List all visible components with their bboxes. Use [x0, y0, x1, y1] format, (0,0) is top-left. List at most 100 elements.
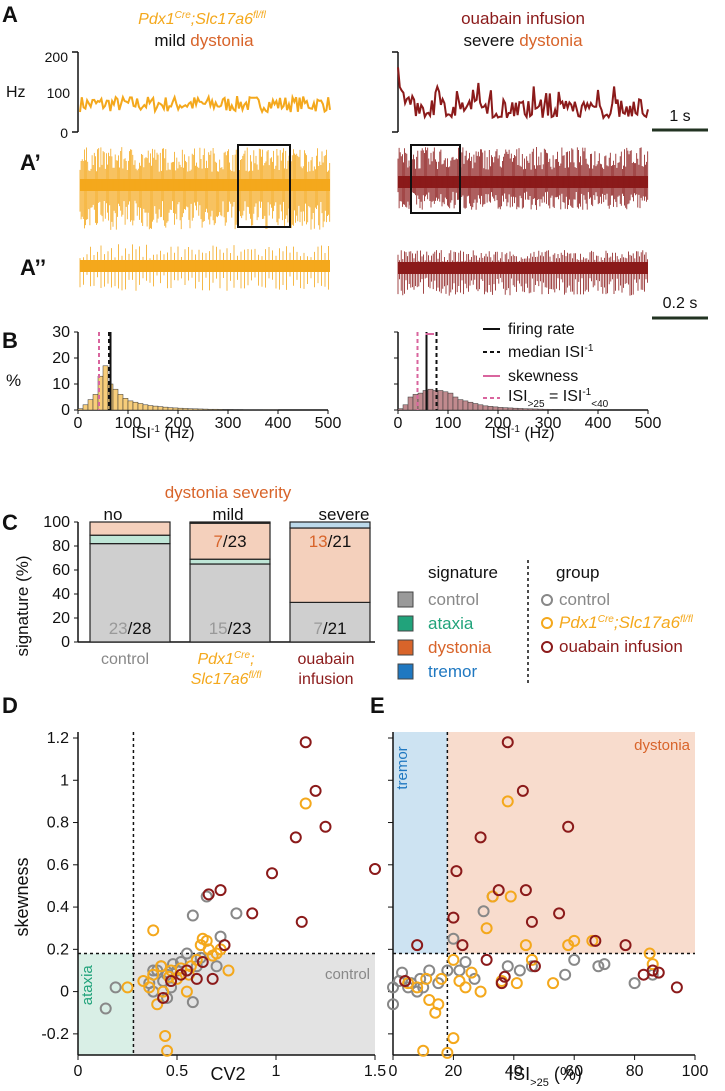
hist-severe-bar: [547, 409, 554, 411]
d-control-label: control: [325, 966, 370, 983]
hist-severe-bar: [552, 409, 559, 411]
e-point-severe: [562, 820, 575, 833]
zoom-box-mild: [237, 144, 291, 228]
e-xlabel: ISI>25 (%): [508, 1064, 582, 1089]
d-point-severe: [214, 884, 227, 897]
c-ytick-label: 40: [52, 586, 70, 603]
hist-mild-bar: [212, 408, 219, 411]
b-legend: firing rate median ISI-1 skewness ISI>25…: [483, 321, 609, 410]
d-point-mild: [299, 797, 312, 810]
e-xtick-label: 40: [505, 1063, 523, 1080]
hist-severe-bar: [452, 396, 459, 411]
hist-mild-bar: [102, 365, 109, 411]
hist-severe-xtick-label: 200: [485, 415, 512, 432]
d-point-severe: [295, 915, 308, 928]
zoom-box-severe: [410, 144, 461, 214]
raw-severe-long-spikes: [397, 147, 649, 210]
hist-mild-bar: [137, 403, 144, 411]
svg-text:tremor: tremor: [428, 662, 477, 681]
e-point-mild: [501, 795, 514, 808]
c-ytick-label: 80: [52, 538, 70, 555]
d-point-severe: [369, 863, 381, 876]
hist-severe-bar: [442, 391, 449, 411]
hist-mild-bar: [177, 407, 184, 411]
hist-severe-bar: [447, 392, 454, 411]
c-legend: signature control ataxia dystonia tremor…: [397, 560, 694, 684]
e-point-control: [559, 968, 572, 981]
hist-mild-bar: [77, 408, 84, 411]
raw-mild-long-spikes: [79, 147, 331, 230]
e-point-mild: [480, 922, 493, 935]
e-point-mild: [417, 1044, 430, 1057]
c-ytick-label: 20: [52, 610, 70, 627]
e-point-control: [592, 960, 605, 973]
e-point-control: [468, 972, 481, 985]
hist-severe-bar: [517, 408, 524, 411]
hist-severe-xtick-label: 300: [535, 415, 562, 432]
hist-severe-bar: [477, 404, 484, 411]
hist-mild-bar: [202, 408, 209, 411]
e-point-severe: [495, 977, 508, 990]
c-bar-dystonia: [289, 527, 371, 604]
b-ytick-label: 0: [61, 402, 70, 419]
hist-mild-bar: [192, 408, 199, 411]
hist-severe-bar: [457, 399, 464, 411]
panel-letter-b: B: [2, 328, 18, 353]
e-point-severe: [450, 865, 463, 878]
d-point-control: [186, 909, 199, 922]
svg-text:Pdx1Cre;Slc17a6fl/fl: Pdx1Cre;Slc17a6fl/fl: [559, 613, 694, 632]
e-point-severe: [519, 884, 532, 897]
e-point-severe: [447, 911, 460, 924]
raw-severe-zoom-spikes: [397, 250, 648, 296]
a-ytick-100: 100: [47, 85, 71, 101]
raw-trace-severe-zoom: [397, 250, 648, 296]
panel-a-axis: 200 100 0 Hz: [6, 49, 399, 141]
raw-mild-zoom-spikes: [79, 244, 329, 291]
d-ytick-label: 1: [60, 772, 69, 789]
e-point-severe: [501, 736, 514, 749]
title-ouabain: ouabain infusion: [461, 9, 585, 28]
c-severity-mild: mild: [212, 505, 243, 524]
d-point-control: [99, 1002, 112, 1015]
c-ytick-label: 100: [43, 514, 70, 531]
d-point-mild: [190, 953, 203, 966]
e-point-control: [568, 953, 581, 966]
e-point-severe: [411, 939, 424, 952]
d-point-severe: [180, 964, 193, 977]
b-ytick-label: 30: [52, 324, 70, 341]
c-count-bottom: 23/28: [109, 619, 152, 638]
a-ylabel: Hz: [6, 84, 26, 101]
e-point-control: [387, 981, 399, 994]
hist-severe-bar: [502, 407, 509, 411]
hist-severe-bar: [497, 407, 504, 411]
panel-c-stacked-bars: 0 20 40 60 80 100 23/28 15/23 7/23 7/21 13/21: [43, 514, 375, 651]
e-point-mild: [519, 939, 532, 952]
c-severity-no: no: [104, 505, 123, 524]
e-point-control: [387, 998, 399, 1011]
hist-mild-bar: [92, 394, 99, 411]
c-ytick-label: 60: [52, 562, 70, 579]
svg-text:control: control: [559, 590, 610, 609]
e-point-mild: [447, 1032, 460, 1045]
hist-severe-xtick-label: 500: [635, 415, 662, 432]
d-ytick-label: 0.2: [47, 941, 69, 958]
d-point-mild: [222, 964, 235, 977]
legend-signature-title: signature: [428, 563, 498, 582]
e-point-severe: [670, 981, 683, 994]
d-point-mild: [161, 1044, 174, 1057]
e-point-severe: [619, 939, 632, 952]
hist-severe-bar: [557, 409, 564, 411]
e-point-severe: [480, 953, 493, 966]
d-point-control: [230, 907, 243, 920]
hist-mild-bar: [187, 408, 194, 411]
d-point-control: [200, 890, 213, 903]
hist-mild-bar: [152, 405, 159, 411]
d-point-control: [174, 956, 187, 969]
e-point-mild: [547, 977, 560, 990]
c-xlabel-mild-2: Slc17a6fl/fl: [191, 670, 262, 688]
panel-letter-c: C: [2, 510, 18, 535]
hist-mild-bar: [147, 405, 154, 411]
d-ytick-label: 1.2: [47, 730, 69, 747]
d-point-severe: [190, 972, 203, 985]
